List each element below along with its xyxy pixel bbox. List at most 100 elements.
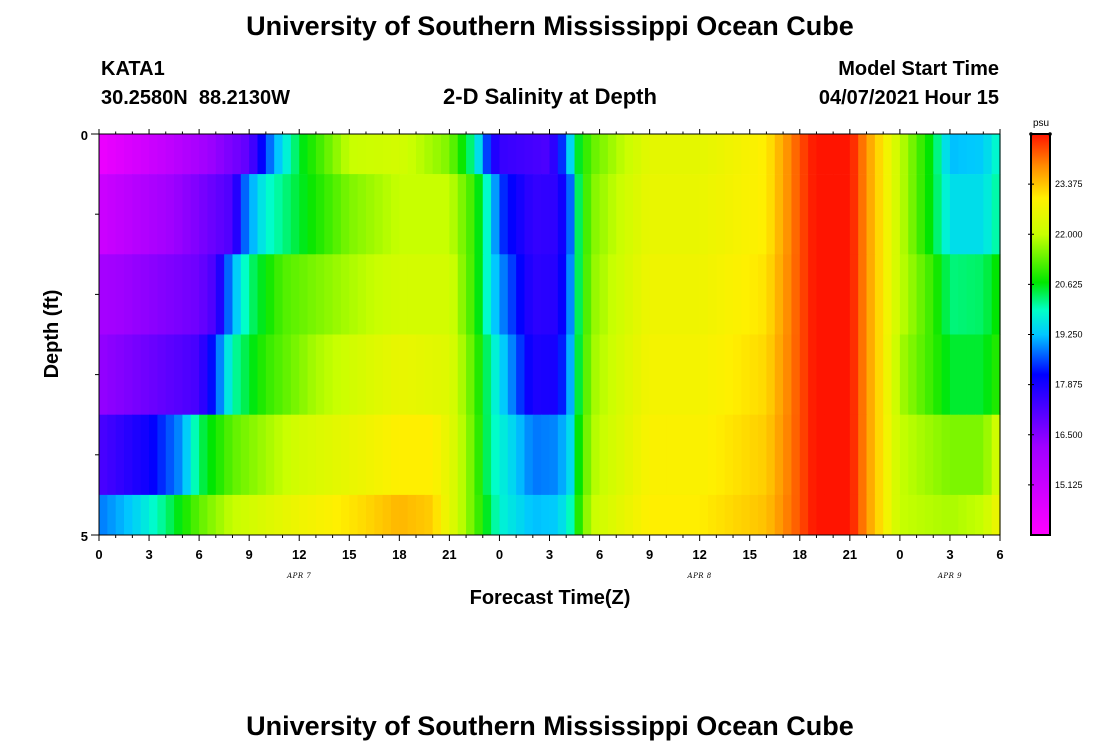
heatmap-cell (140, 134, 150, 175)
heatmap-cell (457, 134, 467, 175)
heatmap-cell (941, 174, 951, 255)
x-tick-label: 0 (95, 547, 102, 562)
heatmap-cell (974, 414, 984, 496)
heatmap-cell (149, 494, 158, 536)
heatmap-cell (299, 174, 309, 255)
heatmap-cell (824, 134, 834, 175)
station-id: KATA1 (101, 58, 165, 80)
heatmap-row (99, 254, 1001, 335)
station-coordinates: 30.2580N 88.2130W (101, 87, 290, 109)
x-tick-label: 3 (946, 547, 953, 562)
heatmap-cell (190, 174, 200, 255)
heatmap-cell (174, 494, 184, 536)
heatmap-cell (824, 414, 834, 496)
heatmap-cell (199, 134, 209, 175)
heatmap-cell (115, 414, 125, 496)
heatmap-cell (157, 174, 167, 255)
heatmap-cell (616, 414, 626, 496)
heatmap-cell (791, 414, 801, 496)
heatmap-cell (574, 254, 584, 335)
heatmap-cell (499, 174, 509, 255)
heatmap-cell (933, 414, 943, 496)
heatmap-cell (599, 254, 609, 335)
heatmap-cell (499, 334, 509, 415)
heatmap-cell (632, 334, 642, 415)
heatmap-cell (824, 494, 834, 536)
heatmap-cell (649, 254, 659, 335)
heatmap-cell (132, 134, 142, 175)
heatmap-cell (833, 334, 843, 415)
heatmap-cell (582, 174, 592, 255)
heatmap-cell (591, 494, 601, 536)
heatmap-cell (115, 254, 125, 335)
heatmap-cell (983, 174, 993, 255)
heatmap-cell (582, 334, 592, 415)
heatmap-cell (774, 334, 784, 415)
heatmap-cell (165, 254, 175, 335)
heatmap-cell (99, 334, 108, 415)
heatmap-cell (307, 494, 317, 536)
heatmap-cell (574, 134, 584, 175)
heatmap-cell (265, 494, 275, 536)
colorbar-corner (1029, 132, 1033, 136)
heatmap-cell (891, 254, 901, 335)
heatmap-cell (399, 494, 409, 536)
heatmap-cell (891, 494, 901, 536)
heatmap-cell (324, 254, 334, 335)
heatmap-cell (591, 254, 601, 335)
heatmap-cell (691, 334, 701, 415)
heatmap-cell (115, 174, 125, 255)
colorbar-tick-label: 16.500 (1055, 430, 1083, 440)
footer-title: University of Southern Mississippi Ocean… (246, 711, 854, 741)
heatmap-cell (674, 494, 684, 536)
heatmap-cell (99, 254, 108, 335)
heatmap-cell (682, 134, 692, 175)
heatmap-cell (290, 494, 300, 536)
heatmap-cell (632, 134, 642, 175)
heatmap-cell (357, 174, 367, 255)
heatmap-cell (182, 134, 192, 175)
heatmap-cell (624, 494, 634, 536)
heatmap-cell (966, 414, 976, 496)
heatmap-cell (441, 334, 450, 415)
heatmap-cell (232, 334, 242, 415)
heatmap-cell (115, 134, 125, 175)
heatmap-cell (616, 134, 626, 175)
heatmap-cell (549, 134, 559, 175)
heatmap-cell (933, 254, 943, 335)
heatmap-cell (966, 494, 976, 536)
x-tick-label: 21 (843, 547, 857, 562)
heatmap-cell (165, 494, 175, 536)
heatmap-cell (858, 414, 868, 496)
heatmap-cell (315, 334, 325, 415)
heatmap-cell (315, 414, 325, 496)
heatmap-cell (532, 494, 542, 536)
heatmap-cell (816, 494, 826, 536)
heatmap-cell (758, 414, 767, 496)
heatmap-cell (983, 254, 993, 335)
heatmap-cell (482, 414, 492, 496)
heatmap-cell (607, 254, 617, 335)
heatmap-cell (207, 334, 217, 415)
heatmap-cell (290, 334, 300, 415)
heatmap-cell (482, 134, 492, 175)
heatmap-cell (390, 254, 400, 335)
heatmap-cell (566, 494, 576, 536)
heatmap-cell (374, 254, 384, 335)
heatmap-cell (858, 134, 868, 175)
heatmap-cell (666, 494, 676, 536)
heatmap-cell (424, 254, 434, 335)
heatmap-cell (274, 134, 284, 175)
heatmap-cell (599, 174, 609, 255)
x-axis-label: Forecast Time(Z) (470, 587, 631, 609)
heatmap-cell (574, 334, 584, 415)
heatmap-cell (966, 334, 976, 415)
heatmap-cell (249, 494, 259, 536)
heatmap-cell (491, 414, 501, 496)
heatmap-cell (741, 134, 751, 175)
heatmap-cell (349, 334, 359, 415)
heatmap-cell (799, 254, 809, 335)
heatmap-cell (749, 334, 759, 415)
heatmap-cell (666, 134, 676, 175)
heatmap-cell (190, 494, 200, 536)
